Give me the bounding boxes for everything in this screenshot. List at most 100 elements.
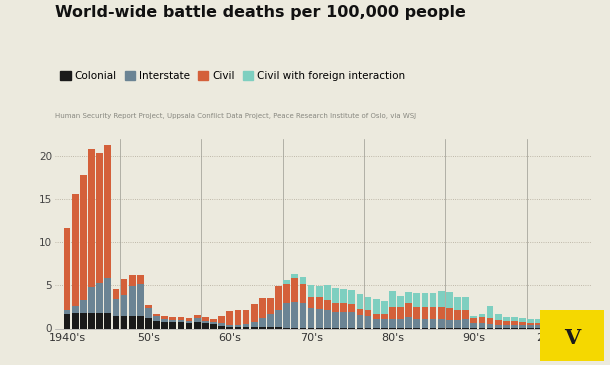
Bar: [145, 305, 152, 308]
Bar: [544, 323, 550, 325]
Bar: [292, 302, 298, 328]
Text: Human Security Report Project, Uppsala Conflict Data Project, Peace Research Ins: Human Security Report Project, Uppsala C…: [55, 113, 416, 119]
Bar: [503, 321, 509, 324]
Bar: [162, 319, 168, 322]
Bar: [373, 299, 379, 314]
Bar: [560, 324, 567, 325]
Bar: [462, 310, 469, 319]
Bar: [64, 310, 70, 314]
Bar: [568, 327, 575, 328]
Bar: [210, 322, 217, 324]
Bar: [544, 325, 550, 328]
Bar: [170, 317, 176, 320]
Bar: [365, 310, 371, 316]
Bar: [202, 323, 209, 328]
Text: World-wide battle deaths per 100,000 people: World-wide battle deaths per 100,000 peo…: [55, 5, 466, 20]
Bar: [129, 316, 135, 328]
Bar: [332, 312, 339, 328]
Bar: [519, 324, 526, 328]
Bar: [259, 318, 265, 327]
Bar: [454, 310, 461, 320]
Bar: [218, 323, 225, 326]
Bar: [479, 314, 485, 317]
Bar: [113, 316, 119, 328]
Bar: [129, 286, 135, 316]
Bar: [552, 325, 558, 326]
Bar: [348, 312, 355, 328]
Bar: [96, 153, 103, 283]
Bar: [446, 320, 453, 328]
Bar: [194, 318, 201, 322]
Bar: [576, 326, 583, 327]
Bar: [226, 311, 233, 326]
Bar: [259, 327, 265, 328]
Bar: [72, 306, 79, 313]
Bar: [414, 319, 420, 328]
Bar: [251, 304, 257, 322]
Bar: [422, 293, 428, 307]
Bar: [414, 307, 420, 319]
Bar: [113, 299, 119, 316]
Bar: [121, 279, 127, 295]
Bar: [438, 307, 445, 319]
Bar: [357, 294, 363, 309]
Bar: [186, 318, 192, 321]
Bar: [145, 308, 152, 318]
Bar: [210, 324, 217, 328]
Bar: [243, 327, 249, 328]
Bar: [129, 275, 135, 286]
Legend: Colonial, Interstate, Civil, Civil with foreign interaction: Colonial, Interstate, Civil, Civil with …: [60, 71, 405, 81]
Bar: [479, 317, 485, 323]
Bar: [397, 296, 404, 307]
Bar: [72, 313, 79, 328]
Bar: [381, 319, 387, 328]
Bar: [137, 284, 143, 316]
Bar: [64, 314, 70, 328]
Bar: [511, 317, 518, 321]
Bar: [454, 297, 461, 310]
Bar: [552, 326, 558, 328]
Bar: [292, 274, 298, 278]
Bar: [422, 307, 428, 319]
Bar: [340, 312, 347, 328]
Bar: [332, 288, 339, 303]
Bar: [194, 315, 201, 318]
Bar: [536, 319, 542, 323]
Bar: [462, 319, 469, 328]
Bar: [137, 316, 143, 328]
Bar: [235, 310, 241, 325]
Bar: [218, 326, 225, 328]
Bar: [235, 327, 241, 328]
Bar: [284, 280, 290, 284]
Bar: [511, 321, 518, 324]
Bar: [487, 306, 493, 318]
Bar: [300, 303, 306, 328]
Bar: [316, 286, 323, 297]
Bar: [381, 314, 387, 319]
Bar: [88, 287, 95, 313]
Bar: [406, 317, 412, 328]
Bar: [365, 316, 371, 328]
Bar: [226, 326, 233, 327]
Bar: [259, 298, 265, 318]
Bar: [381, 301, 387, 314]
Bar: [226, 327, 233, 328]
Bar: [178, 322, 184, 328]
Bar: [519, 318, 526, 322]
Bar: [373, 314, 379, 319]
Bar: [96, 313, 103, 328]
Bar: [178, 317, 184, 320]
Bar: [186, 323, 192, 328]
Bar: [153, 316, 160, 321]
Bar: [479, 323, 485, 328]
Bar: [243, 324, 249, 327]
Bar: [284, 303, 290, 328]
Bar: [324, 300, 331, 310]
Bar: [528, 323, 534, 325]
Bar: [487, 324, 493, 328]
Bar: [536, 323, 542, 325]
Bar: [267, 327, 274, 328]
Bar: [397, 307, 404, 319]
Bar: [389, 307, 396, 319]
Bar: [406, 292, 412, 303]
